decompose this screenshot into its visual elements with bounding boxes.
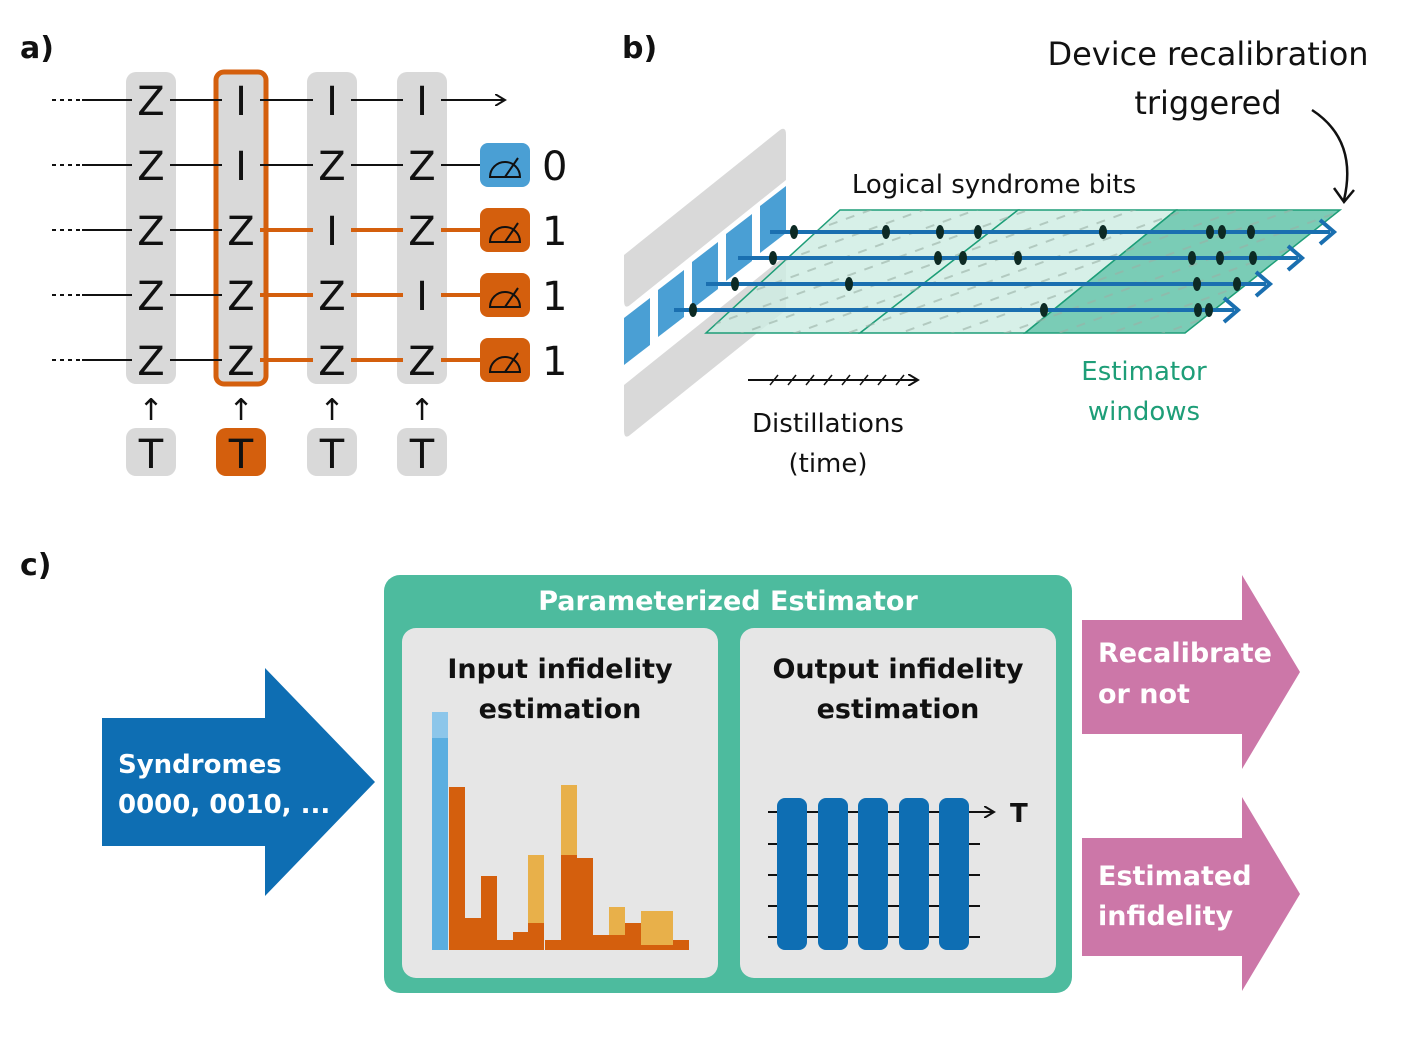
estimated-infidelity-label-line2: infidelity bbox=[1098, 901, 1234, 932]
output-box-title-line2: estimation bbox=[817, 694, 980, 725]
input-box-title-line1: Input infidelity bbox=[447, 654, 673, 685]
syndromes-label-line2: 0000, 0010, ... bbox=[118, 790, 330, 820]
measurement-meter-4 bbox=[480, 338, 530, 382]
t-box-3 bbox=[307, 428, 357, 476]
column-bg-2 bbox=[216, 72, 266, 384]
recalibrate-label-line1: Recalibrate bbox=[1098, 638, 1272, 669]
op-c4-r1: I bbox=[416, 79, 428, 125]
t-box-4 bbox=[397, 428, 447, 476]
syndrome-dots bbox=[689, 225, 1257, 317]
op-c4-r3: Z bbox=[408, 209, 435, 255]
estimated-infidelity-arrow bbox=[1082, 797, 1300, 991]
column-bg-4 bbox=[397, 72, 447, 384]
t-label-3: T bbox=[319, 432, 345, 478]
window-label-line2: windows bbox=[1088, 397, 1200, 427]
panel-c: Syndromes 0000, 0010, ... Parameterized … bbox=[102, 575, 1300, 993]
recalibration-arrow bbox=[1311, 108, 1349, 201]
recalibrate-label-line2: or not bbox=[1098, 679, 1190, 710]
op-c1-r5: Z bbox=[137, 339, 164, 385]
output-box-title-line1: Output infidelity bbox=[772, 654, 1023, 685]
op-c4-r5: Z bbox=[408, 339, 435, 385]
panel-label-c: c) bbox=[20, 548, 52, 583]
output-blocks bbox=[777, 798, 969, 950]
panel-label-a: a) bbox=[20, 31, 54, 66]
syndromes-label-line1: Syndromes bbox=[118, 750, 282, 780]
up-arrow-2: ↑ bbox=[228, 393, 253, 428]
t-label-2: T bbox=[228, 432, 254, 478]
panel-label-b: b) bbox=[622, 31, 657, 66]
op-c4-r4: I bbox=[416, 274, 428, 320]
measurement-meter-2 bbox=[480, 208, 530, 252]
t-box-1 bbox=[126, 428, 176, 476]
op-c2-r2: I bbox=[235, 144, 247, 190]
recalibrate-arrow bbox=[1082, 575, 1300, 769]
t-label-1: T bbox=[138, 432, 164, 478]
up-arrow-4: ↑ bbox=[409, 393, 434, 428]
output-time-label: T bbox=[1010, 799, 1028, 829]
up-arrow-3: ↑ bbox=[319, 393, 344, 428]
op-c3-r2: Z bbox=[318, 144, 345, 190]
column-bg-3 bbox=[307, 72, 357, 384]
op-c1-r2: Z bbox=[137, 144, 164, 190]
op-c2-r4: Z bbox=[227, 274, 254, 320]
op-c3-r3: I bbox=[326, 209, 338, 255]
measurement-meter-3 bbox=[480, 273, 530, 317]
up-arrow-1: ↑ bbox=[138, 393, 163, 428]
time-axis-ticks bbox=[769, 374, 905, 386]
window-label-line1: Estimator bbox=[1081, 357, 1207, 387]
t-box-2 bbox=[216, 428, 266, 476]
op-c2-r1: I bbox=[235, 79, 247, 125]
op-c2-r5: Z bbox=[227, 339, 254, 385]
orange-wires bbox=[260, 228, 480, 362]
continuation-dots bbox=[52, 99, 80, 361]
panel-b: Device recalibration triggered Logical s… bbox=[624, 35, 1369, 479]
op-c3-r1: I bbox=[326, 79, 338, 125]
estimator-title: Parameterized Estimator bbox=[538, 586, 918, 617]
estimator-windows bbox=[704, 209, 1343, 334]
op-c4-r2: Z bbox=[408, 144, 435, 190]
syndromes-arrow bbox=[102, 668, 375, 896]
syndrome-bits-label: Logical syndrome bits bbox=[852, 170, 1136, 200]
measurement-meter-1 bbox=[480, 143, 530, 187]
panel-a: Z Z Z Z Z I I Z Z Z I Z I Z Z I Z Z I Z … bbox=[52, 69, 567, 478]
op-c2-r3: Z bbox=[227, 209, 254, 255]
t-label-4: T bbox=[409, 432, 435, 478]
estimated-infidelity-label-line1: Estimated bbox=[1098, 861, 1252, 892]
measurement-value-3: 1 bbox=[542, 274, 567, 320]
wires bbox=[82, 100, 505, 361]
op-c3-r4: Z bbox=[318, 274, 345, 320]
input-box-title-line2: estimation bbox=[479, 694, 642, 725]
recalibration-label-line1: Device recalibration bbox=[1047, 35, 1368, 73]
measurement-value-4: 1 bbox=[542, 339, 567, 385]
time-label-line1: Distillations bbox=[752, 409, 904, 439]
measurement-value-1: 0 bbox=[542, 144, 567, 190]
recalibration-arrow-head bbox=[1332, 187, 1355, 205]
measurement-value-2: 1 bbox=[542, 209, 567, 255]
op-c3-r5: Z bbox=[318, 339, 345, 385]
time-label-line2: (time) bbox=[788, 449, 867, 479]
column-bg-1 bbox=[126, 72, 176, 384]
recalibration-label-line2: triggered bbox=[1134, 84, 1281, 122]
qubit-tiles bbox=[624, 186, 786, 365]
op-c1-r1: Z bbox=[137, 79, 164, 125]
op-c1-r4: Z bbox=[137, 274, 164, 320]
histogram bbox=[432, 712, 689, 950]
op-c1-r3: Z bbox=[137, 209, 164, 255]
gray-slab-top bbox=[624, 128, 786, 307]
